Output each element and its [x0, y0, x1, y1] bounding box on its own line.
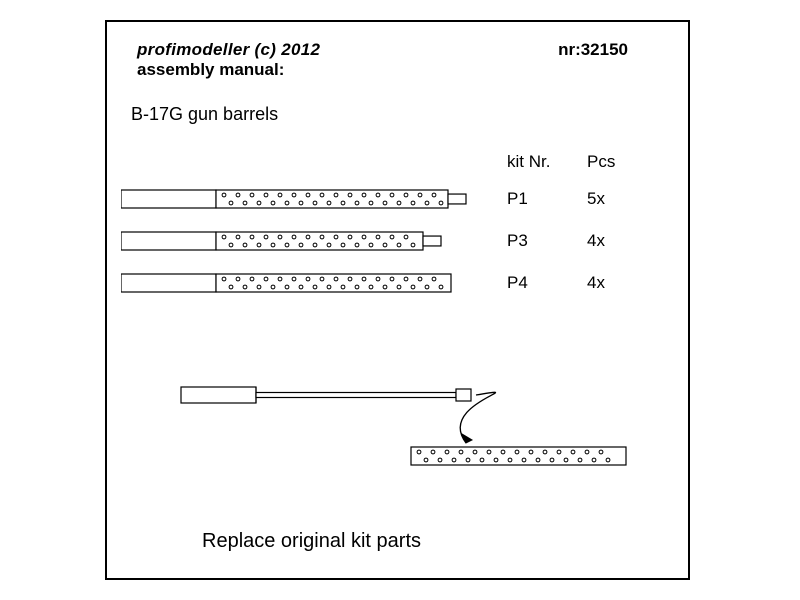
footer-instruction: Replace original kit parts: [202, 530, 421, 553]
column-header-pcs: Pcs: [587, 152, 615, 172]
product-title: B-17G gun barrels: [131, 104, 278, 125]
barrel-diagram-p4: [121, 271, 481, 295]
part-row-p4: P4 4x: [121, 271, 681, 295]
kit-number: P3: [507, 231, 528, 251]
subtitle: assembly manual:: [137, 60, 284, 80]
column-header-kit: kit Nr.: [507, 152, 550, 172]
pieces-count: 4x: [587, 273, 605, 293]
assembly-diagram: [121, 377, 681, 517]
product-number: nr:32150: [558, 40, 628, 60]
kit-number: P1: [507, 189, 528, 209]
kit-number: P4: [507, 273, 528, 293]
part-row-p3: P3 4x: [121, 229, 681, 253]
assembly-svg: [121, 377, 681, 517]
manual-frame: profimodeller (c) 2012 nr:32150 assembly…: [105, 20, 690, 580]
pieces-count: 5x: [587, 189, 605, 209]
barrel-diagram-p3: [121, 229, 481, 253]
barrel-diagram-p1: [121, 187, 481, 211]
pieces-count: 4x: [587, 231, 605, 251]
part-row-p1: P1 5x: [121, 187, 681, 211]
brand-line: profimodeller (c) 2012: [137, 40, 320, 60]
